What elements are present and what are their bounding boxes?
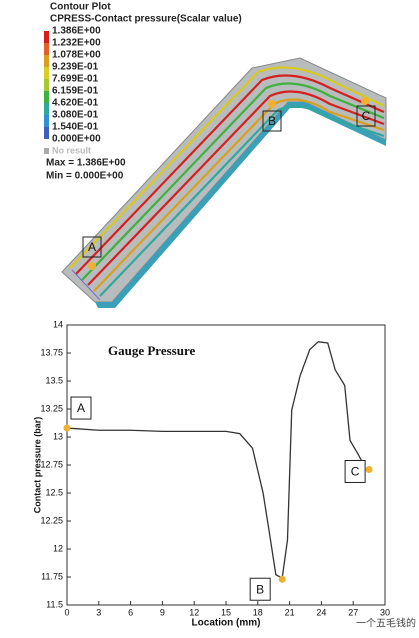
annotation-label: C [351, 465, 360, 479]
y-tick-label: 13.75 [40, 347, 63, 357]
y-tick-label: 11.5 [46, 599, 63, 609]
stripe [69, 66, 385, 269]
model-point [268, 100, 276, 108]
axis-triad [71, 269, 101, 301]
no-result: No result [52, 145, 91, 155]
point-label: A [88, 240, 96, 254]
point-label: B [268, 114, 276, 128]
y-tick-label: 12.25 [40, 515, 63, 525]
stripe [81, 82, 385, 281]
y-tick-label: 13.25 [40, 403, 63, 413]
legend-level: 1.078E+00 [52, 50, 101, 61]
model-point [361, 97, 369, 105]
x-tick-label: 30 [380, 607, 390, 617]
legend-swatch [44, 148, 49, 154]
model-point [88, 262, 96, 270]
legend-title: Contour Plot [50, 2, 111, 13]
y-tick-label: 12.5 [45, 487, 63, 497]
legend-swatch [44, 115, 49, 127]
x-tick-label: 3 [96, 607, 101, 617]
y-tick-label: 11.75 [41, 571, 63, 581]
legend-level: 1.232E+00 [52, 38, 101, 49]
legend-swatch [44, 91, 49, 103]
annotation-point [63, 424, 71, 432]
y-tick-label: 13.5 [45, 375, 63, 385]
x-tick-label: 24 [316, 607, 326, 617]
chart-title: Gauge Pressure [108, 343, 195, 358]
stripe [87, 90, 385, 286]
legend-subtitle: CPRESS-Contact pressure(Scalar value) [50, 14, 242, 25]
point-label: C [362, 109, 371, 123]
y-tick-label: 12 [53, 543, 63, 553]
annotation-point [365, 465, 373, 473]
annotation-box [70, 396, 92, 420]
stripe [99, 105, 385, 297]
x-tick-label: 21 [285, 607, 295, 617]
legend-level: 1.386E+00 [52, 26, 101, 37]
annotation-box [249, 577, 271, 601]
annotation-point [278, 575, 286, 583]
legend-swatch [44, 127, 49, 139]
plot-frame [66, 324, 386, 606]
x-axis-label: Location (mm) [192, 618, 261, 629]
x-tick-label: 9 [160, 607, 165, 617]
legend-level: 0.000E+00 [52, 134, 101, 145]
y-tick-label: 13 [53, 431, 63, 441]
legend-level: 1.540E-01 [52, 122, 99, 133]
legend-level: 4.620E-01 [52, 98, 99, 109]
x-tick-label: 12 [189, 607, 199, 617]
x-tick-label: 18 [253, 607, 263, 617]
annotation-label: B [256, 582, 264, 596]
y-tick-label: 12.75 [40, 459, 63, 469]
x-tick-label: 27 [348, 607, 358, 617]
legend-swatch [44, 31, 49, 43]
legend-level: 9.239E-01 [52, 62, 99, 73]
y-axis-label: Contact pressure (bar) [32, 417, 42, 514]
annotation-box [344, 459, 366, 483]
legend-swatch [44, 55, 49, 67]
chart: 11.5 11.75 12 12.25 12.5 12.75 13 13.25 13.5 13.7… [32, 319, 390, 628]
min-label: Min = 0.000E+00 [46, 171, 124, 182]
y-tick-label: 14 [53, 319, 63, 329]
stripe [75, 74, 385, 275]
watermark: 一个五毛钱的 [356, 617, 416, 630]
legend-level: 6.159E-01 [52, 86, 99, 97]
legend-swatch [44, 103, 49, 115]
legend-level: 3.080E-01 [52, 110, 99, 121]
annotation-label: A [77, 401, 85, 415]
legend-swatch [44, 43, 49, 55]
point-box [262, 110, 282, 132]
model [61, 57, 387, 308]
point-box [356, 105, 376, 127]
legend-level: 7.699E-01 [52, 74, 99, 85]
legend-swatch [44, 79, 49, 91]
x-tick-label: 6 [128, 607, 133, 617]
legend-swatch [44, 67, 49, 79]
x-tick-label: 0 [64, 607, 69, 617]
x-tick-label: 15 [221, 607, 231, 617]
max-label: Max = 1.386E+00 [46, 158, 126, 169]
point-box [82, 236, 102, 258]
